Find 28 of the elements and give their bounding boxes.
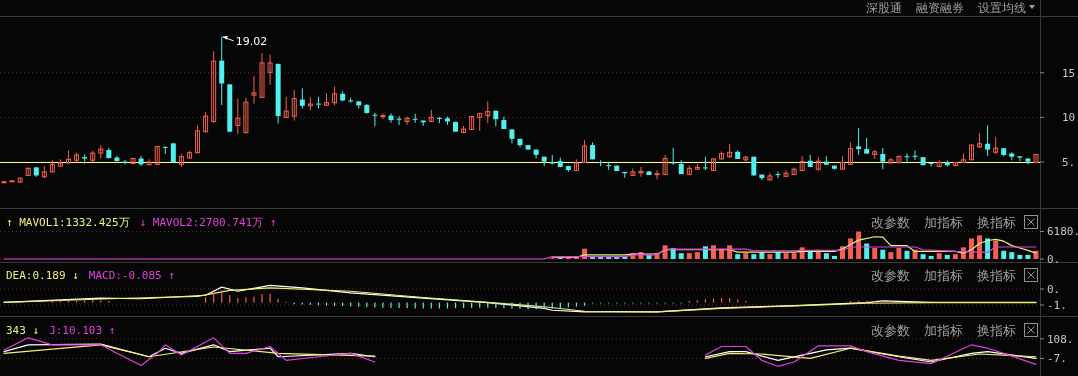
- annotation: 改参数: [871, 215, 910, 230]
- y-tick-label: 0.: [1047, 283, 1061, 297]
- y-tick-label: -1.: [1047, 299, 1067, 312]
- series-label: MACD:-0.085 ↑: [88, 269, 175, 282]
- y-tick-label: 6180.: [1047, 225, 1078, 239]
- text: 融资融券: [916, 1, 964, 15]
- annotation: 加指标: [924, 215, 963, 230]
- annotation: 换指标: [977, 268, 1016, 283]
- y-tick-label: 15.: [1062, 66, 1078, 80]
- y-tick-label: 5.: [1062, 156, 1076, 170]
- annotation: 换指标: [977, 215, 1016, 230]
- annotation: 改参数: [871, 323, 910, 338]
- text: 深股通: [866, 1, 902, 15]
- annotation: 改参数: [871, 268, 910, 283]
- series-label: DEA:0.189 ↓: [6, 269, 79, 282]
- text: ↑ MAVOL1:1332.425万: [6, 216, 130, 229]
- series-label: J:10.103 ↑: [49, 324, 116, 337]
- series-label: 343 ↓: [6, 324, 40, 337]
- annotation: 19.02: [235, 34, 268, 48]
- text: ↓ MAVOL2:2700.741万 ↑: [139, 216, 277, 229]
- y-tick-label: 108.: [1047, 332, 1074, 346]
- annotation: 加指标: [924, 268, 963, 283]
- y-tick-label: -7.: [1047, 352, 1067, 366]
- text: 设置均线: [978, 1, 1026, 15]
- y-tick-label: 10.: [1062, 111, 1078, 125]
- annotation: 加指标: [924, 323, 963, 338]
- y-tick-label: 0.: [1047, 252, 1061, 266]
- annotation: 换指标: [977, 323, 1016, 338]
